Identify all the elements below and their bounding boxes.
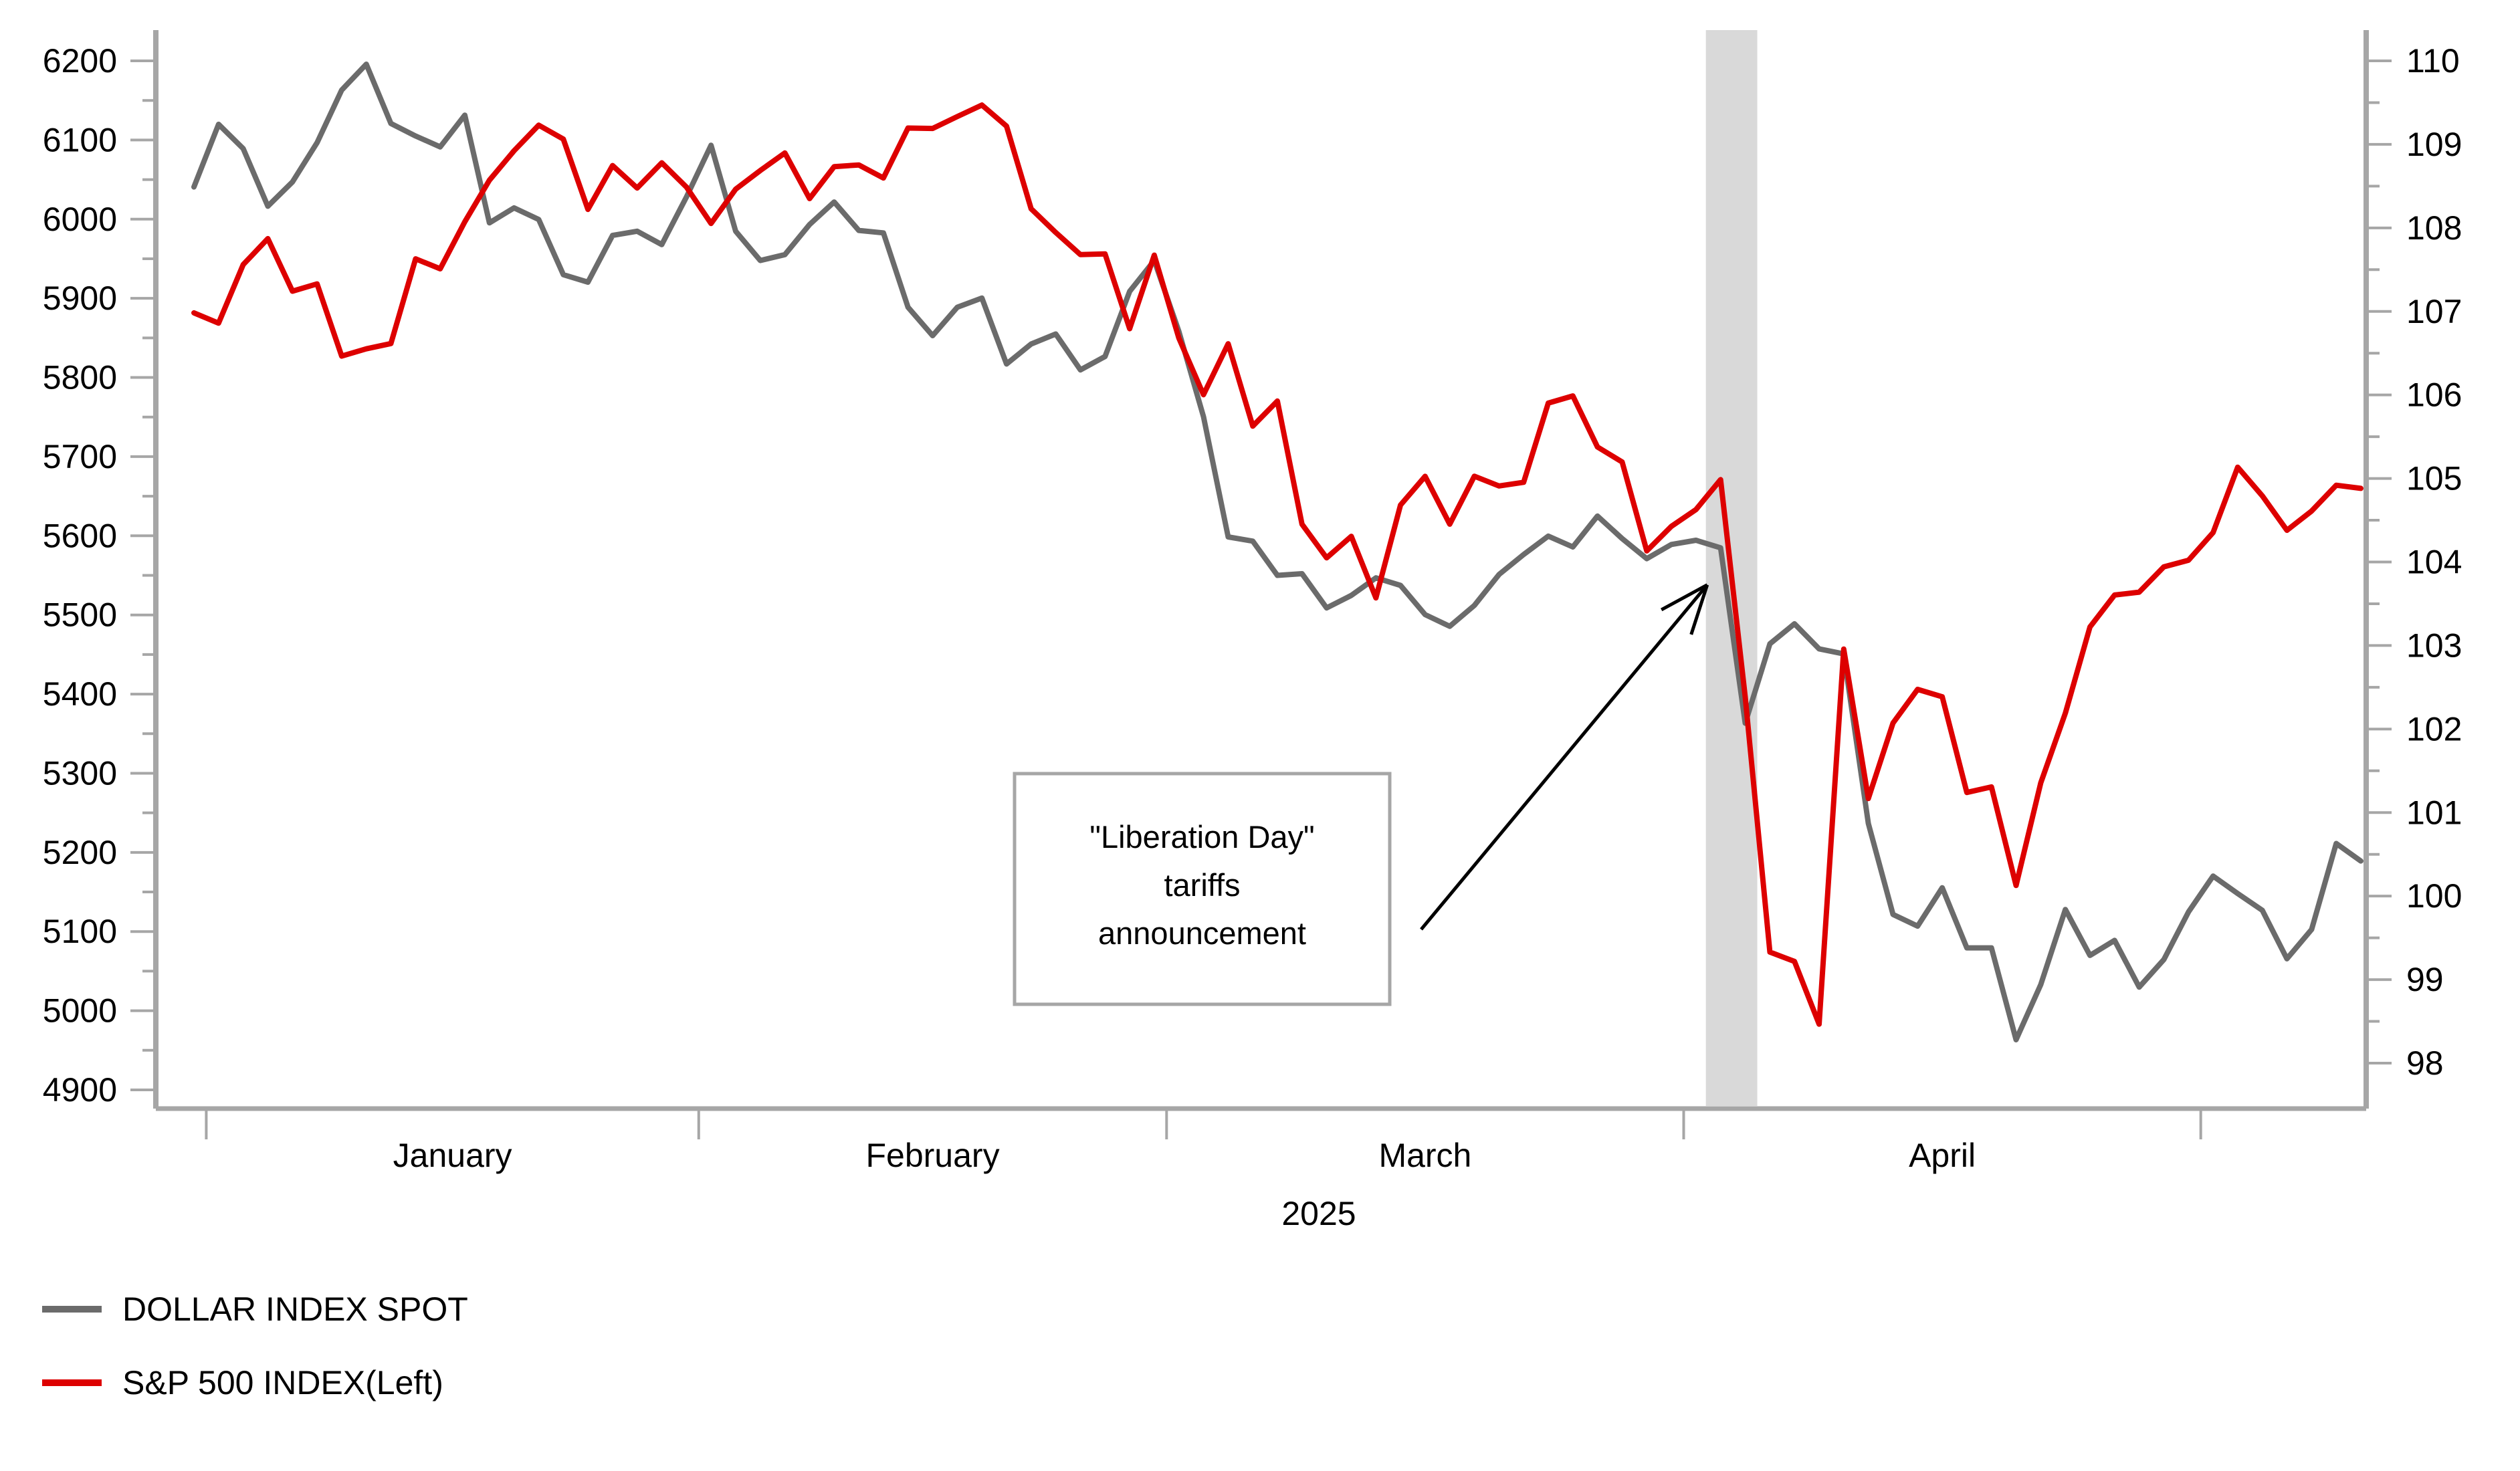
y-right-tick-label: 108 <box>2406 209 2462 247</box>
y-left-tick-label: 5500 <box>43 596 117 634</box>
year-label: 2025 <box>1281 1195 1356 1232</box>
y-left-tick-label: 5100 <box>43 913 117 950</box>
annotation-box: "Liberation Day" tariffs announcement <box>1013 772 1392 1006</box>
y-left-tick-label: 6200 <box>43 42 117 80</box>
x-axis: January February March April 2025 <box>156 1106 2366 1232</box>
arrow-head-barb <box>1689 584 1709 635</box>
annotation-line-1: "Liberation Day" <box>1089 819 1314 855</box>
legend-label-sp500: S&P 500 INDEX(Left) <box>122 1364 443 1401</box>
y-right-tick-label: 105 <box>2406 460 2462 497</box>
legend: DOLLAR INDEX SPOT S&P 500 INDEX(Left) <box>42 1290 468 1401</box>
y-left-tick-label: 5300 <box>43 754 117 792</box>
y-right-tick-label: 109 <box>2406 126 2462 163</box>
y-left-tick-label: 5000 <box>43 992 117 1030</box>
y-left-tick-label: 5800 <box>43 359 117 397</box>
y-right-tick-label: 101 <box>2406 794 2462 831</box>
month-label: April <box>1909 1137 1976 1174</box>
y-right-tick-label: 104 <box>2406 544 2462 581</box>
y-left-tick-label: 5400 <box>43 675 117 713</box>
y-left-tick-label: 5200 <box>43 834 117 871</box>
y-right-tick-label: 103 <box>2406 627 2462 664</box>
sp500-line <box>191 102 2364 1027</box>
dollar-index-line <box>191 62 2364 1042</box>
month-label: January <box>393 1137 512 1174</box>
y-right-tick-label: 107 <box>2406 293 2462 330</box>
legend-item-dollar-index: DOLLAR INDEX SPOT <box>42 1290 468 1328</box>
y-right-tick-label: 99 <box>2406 961 2444 998</box>
y-right-tick-label: 106 <box>2406 376 2462 414</box>
y-left-tick-label: 5900 <box>43 279 117 317</box>
arrow-shaft <box>1420 584 1709 931</box>
annotation-line-3: announcement <box>1098 915 1306 951</box>
annotation-arrow-icon <box>1420 583 1709 931</box>
y-left-tick-label: 6000 <box>43 201 117 238</box>
month-label: March <box>1378 1137 1471 1174</box>
y-left-tick-label: 5700 <box>43 438 117 475</box>
y-right-tick-label: 98 <box>2406 1044 2444 1082</box>
y-left-tick-label: 5600 <box>43 517 117 554</box>
month-label: February <box>866 1137 1000 1174</box>
arrow-head-barb <box>1661 583 1708 612</box>
legend-label-dollar-index: DOLLAR INDEX SPOT <box>122 1290 468 1328</box>
y-left-tick-label: 4900 <box>43 1071 117 1109</box>
y-right-tick-label: 110 <box>2406 42 2460 80</box>
annotation-line-2: tariffs <box>1164 867 1240 903</box>
right-y-axis: 98 99 100 101 102 103 104 105 106 107 108 109 110 <box>2364 30 2462 1109</box>
left-y-axis: 4900 5000 5100 5200 5300 5400 5500 5600 5700 5800… <box>43 30 159 1109</box>
y-left-tick-label: 6100 <box>43 121 117 158</box>
y-right-tick-label: 102 <box>2406 710 2462 748</box>
y-right-tick-label: 100 <box>2406 877 2462 915</box>
legend-item-sp500: S&P 500 INDEX(Left) <box>42 1364 443 1401</box>
